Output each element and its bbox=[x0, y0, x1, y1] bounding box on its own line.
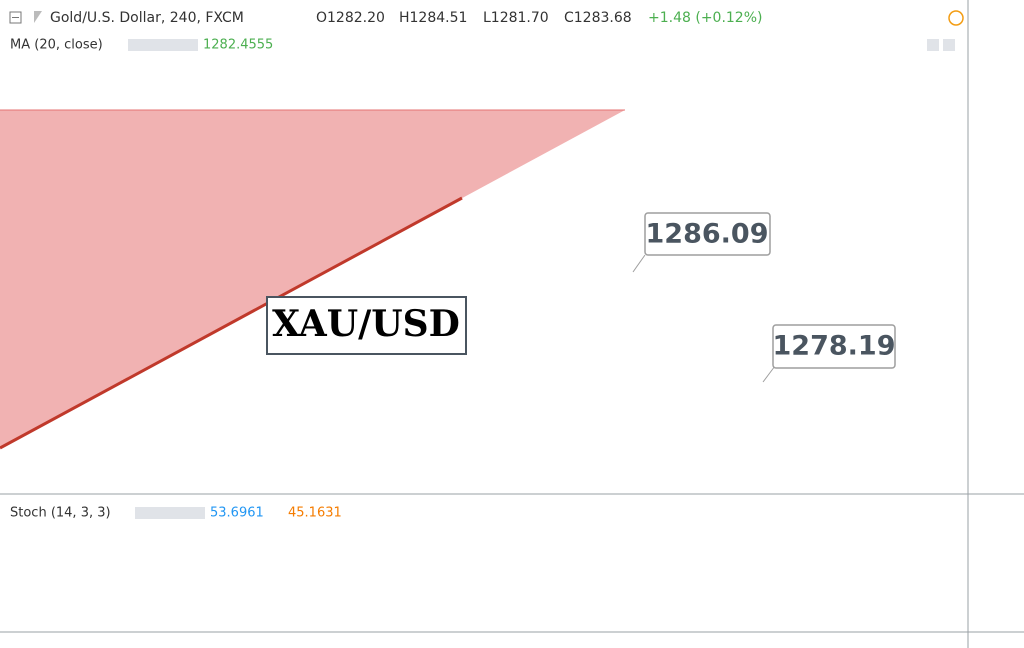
ohlc-close: C1283.68 bbox=[564, 10, 632, 26]
annotation-box bbox=[266, 296, 467, 355]
symbol-title[interactable]: Gold/U.S. Dollar, 240, FXCM bbox=[50, 10, 244, 26]
indicator-buttons[interactable] bbox=[128, 39, 198, 51]
collapse-icon[interactable] bbox=[9, 11, 22, 24]
change: +1.48 (+0.12%) bbox=[648, 10, 762, 26]
indicator-value: 45.1631 bbox=[288, 506, 342, 521]
pane-button[interactable] bbox=[943, 39, 955, 51]
ohlc-low: L1281.70 bbox=[483, 10, 549, 26]
callout: 1278.19 bbox=[762, 324, 896, 383]
ohlc-open: O1282.20 bbox=[316, 10, 385, 26]
annotation: XAU/USD bbox=[266, 296, 467, 355]
callout-box bbox=[772, 324, 896, 369]
annotation-text: XAU/USD bbox=[272, 303, 460, 345]
trend-line bbox=[0, 196, 463, 450]
indicator-name[interactable]: Stoch (14, 3, 3) bbox=[10, 506, 111, 521]
indicator-name[interactable]: MA (20, close) bbox=[10, 38, 103, 53]
ohlc-high: H1284.51 bbox=[399, 10, 467, 26]
symbol-icon bbox=[34, 11, 42, 23]
callout-text: 1286.09 bbox=[646, 219, 769, 250]
indicator-value: 53.6961 bbox=[210, 506, 264, 521]
callout-pointer bbox=[632, 254, 646, 273]
indicator-buttons[interactable] bbox=[135, 507, 205, 519]
callout-pointer bbox=[762, 365, 776, 383]
callout-text: 1278.19 bbox=[773, 331, 896, 362]
alert-icon[interactable] bbox=[948, 10, 964, 26]
indicator-value: 1282.4555 bbox=[203, 38, 273, 53]
pane-button[interactable] bbox=[927, 39, 939, 51]
pattern-drawing bbox=[0, 109, 625, 450]
callout-box bbox=[644, 212, 771, 256]
callout: 1286.09 bbox=[632, 212, 771, 273]
legend-header: Gold/U.S. Dollar, 240, FXCM O1282.20 H12… bbox=[9, 10, 964, 521]
